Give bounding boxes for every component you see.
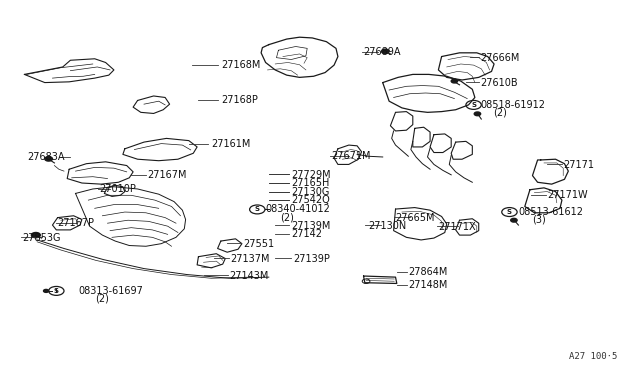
- Text: 27542Q: 27542Q: [291, 195, 330, 205]
- Text: 27171W: 27171W: [547, 190, 588, 200]
- Text: S: S: [255, 206, 260, 212]
- Text: 27171X: 27171X: [438, 222, 476, 232]
- Text: 27168P: 27168P: [221, 96, 258, 105]
- Text: 27167P: 27167P: [58, 218, 95, 228]
- Text: 27130N: 27130N: [368, 221, 406, 231]
- Text: (2): (2): [280, 212, 294, 222]
- Circle shape: [474, 112, 481, 116]
- Text: 27161M: 27161M: [211, 140, 251, 149]
- Text: 27165H: 27165H: [291, 179, 330, 188]
- Circle shape: [451, 79, 458, 83]
- Circle shape: [31, 232, 40, 238]
- Text: (3): (3): [532, 215, 546, 225]
- Text: 27610B: 27610B: [480, 78, 518, 88]
- Text: 27010P: 27010P: [99, 184, 136, 194]
- Text: (2): (2): [95, 294, 109, 304]
- Circle shape: [381, 49, 389, 54]
- Text: 27729M: 27729M: [291, 170, 331, 180]
- Text: 27168M: 27168M: [221, 60, 260, 70]
- Text: S: S: [54, 288, 59, 294]
- Text: 08313-61697: 08313-61697: [79, 286, 143, 296]
- Text: 27139M: 27139M: [291, 221, 331, 231]
- Text: S: S: [471, 102, 476, 108]
- Text: 27171: 27171: [563, 160, 594, 170]
- Text: 08340-41012: 08340-41012: [266, 205, 330, 214]
- Text: 27142: 27142: [291, 230, 322, 239]
- Text: 27864M: 27864M: [408, 267, 448, 277]
- Text: 08513-61612: 08513-61612: [518, 207, 584, 217]
- Text: 27551: 27551: [243, 239, 275, 248]
- Text: 27143M: 27143M: [229, 271, 269, 281]
- Circle shape: [45, 157, 52, 161]
- Text: S: S: [507, 209, 512, 215]
- Text: 27683A: 27683A: [27, 152, 65, 162]
- Text: 08518-61912: 08518-61912: [480, 100, 545, 110]
- Text: 27666M: 27666M: [480, 53, 520, 62]
- Text: A27 100·5: A27 100·5: [569, 352, 618, 361]
- Text: 27167M: 27167M: [147, 170, 187, 180]
- Text: 27853G: 27853G: [22, 233, 61, 243]
- Text: (2): (2): [493, 108, 507, 118]
- Text: 27148M: 27148M: [408, 280, 448, 290]
- Text: 27139P: 27139P: [293, 254, 330, 263]
- Text: 27665M: 27665M: [396, 213, 435, 222]
- Text: 27671M: 27671M: [332, 151, 371, 161]
- Text: 27689A: 27689A: [364, 47, 401, 57]
- Text: 27137M: 27137M: [230, 254, 270, 263]
- Text: 27130G: 27130G: [291, 187, 330, 197]
- Circle shape: [44, 289, 49, 292]
- Circle shape: [511, 218, 517, 222]
